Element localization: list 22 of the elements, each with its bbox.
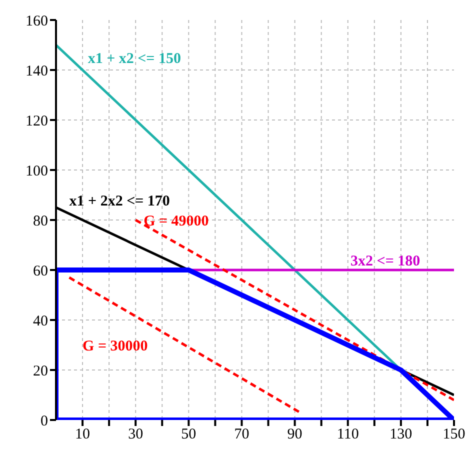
x-tick-label: 110 (336, 426, 359, 443)
x-tick-label: 130 (390, 426, 412, 443)
y-tick-label: 0 (40, 413, 48, 430)
y-tick-label: 40 (33, 313, 48, 330)
y-tick-label: 120 (26, 113, 48, 130)
x-tick-label: 90 (287, 426, 302, 443)
x-tick-label: 70 (234, 426, 250, 443)
y-tick-label: 80 (33, 213, 48, 230)
annotation: 3x2 <= 180 (350, 253, 420, 270)
x-tick-label: 150 (442, 426, 466, 443)
annotation: G = 49000 (144, 213, 209, 230)
annotation: G = 30000 (82, 338, 148, 354)
y-tick-label: 100 (26, 163, 48, 180)
annotation: x1 + 2x2 <= 170 (69, 193, 170, 210)
x-tick-label: 50 (181, 426, 196, 443)
x-tick-label: 10 (75, 426, 90, 443)
y-tick-label: 20 (33, 363, 48, 380)
y-tick-label: 160 (26, 13, 48, 30)
x-tick-label: 30 (128, 426, 144, 443)
y-tick-label: 60 (33, 263, 48, 280)
y-tick-label: 140 (26, 63, 48, 80)
annotation: x1 + x2 <= 150 (88, 50, 181, 67)
